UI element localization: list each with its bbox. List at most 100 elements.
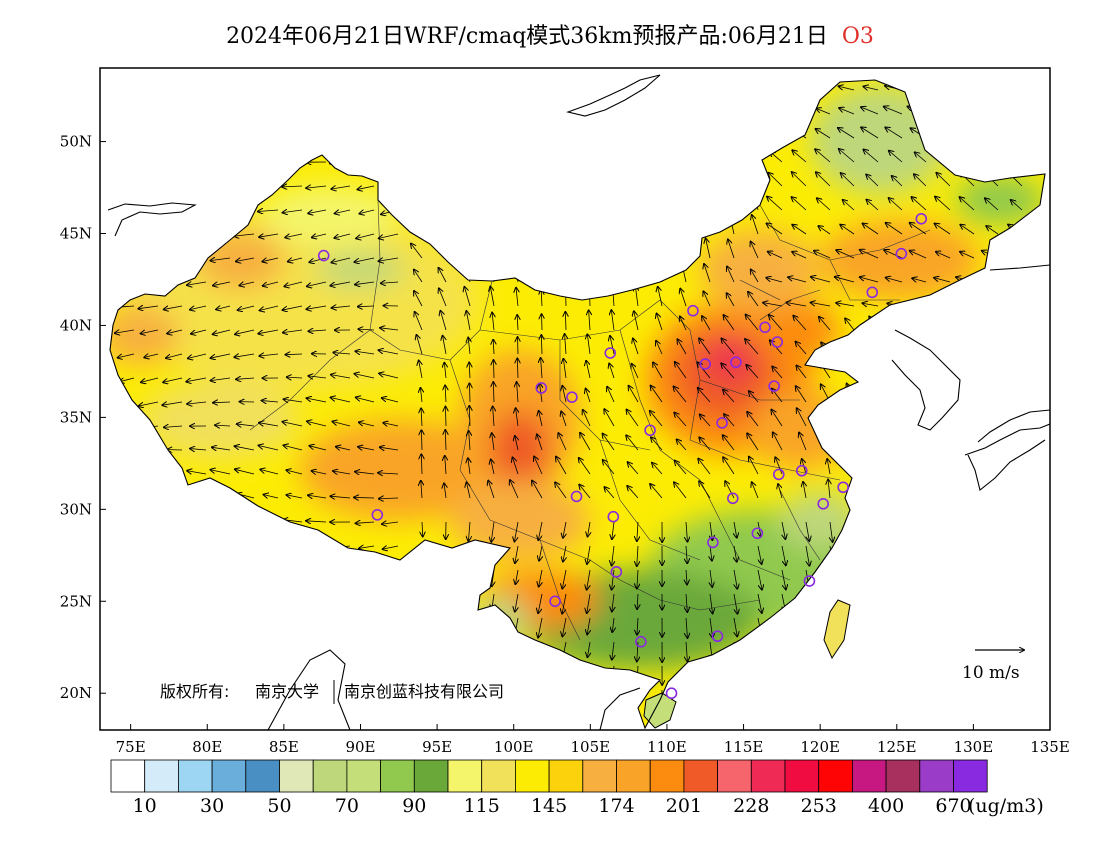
- wind-vector: [876, 433, 878, 451]
- wind-vector: [358, 329, 375, 330]
- wind-vector: [117, 158, 135, 163]
- wind-vector: [118, 497, 135, 498]
- wind-vector: [211, 470, 231, 475]
- wind-vector: [936, 173, 951, 187]
- wind-vector: [215, 543, 231, 546]
- wind-vector: [419, 361, 422, 379]
- wind-vector: [436, 125, 447, 139]
- wind-vector: [708, 216, 710, 235]
- wind-vector: [877, 478, 878, 499]
- wind-vector: [141, 377, 159, 382]
- wind-vector: [563, 665, 566, 682]
- wind-vector: [901, 665, 902, 683]
- lon-tick-label: 110E: [647, 738, 687, 756]
- wind-vector: [995, 713, 998, 728]
- wind-vector: [971, 689, 974, 707]
- wind-vector: [925, 455, 926, 475]
- wind-vector: [924, 521, 926, 537]
- wind-vector: [925, 481, 926, 499]
- wind-vector: [781, 689, 786, 709]
- wind-vector: [187, 133, 207, 139]
- wind-vector: [1007, 86, 1023, 90]
- wind-vector: [685, 218, 686, 235]
- wind-vector: [986, 226, 999, 235]
- wind-vector: [627, 410, 639, 427]
- wind-vector: [237, 424, 255, 426]
- wind-vector: [308, 210, 327, 213]
- station-marker-shijiazhuang: [730, 356, 742, 369]
- wind-vector: [311, 111, 327, 114]
- wind-vector: [613, 266, 614, 283]
- wind-vector: [332, 306, 351, 308]
- wind-vector: [886, 223, 903, 235]
- wind-vector: [213, 209, 231, 210]
- wind-vector: [983, 149, 999, 163]
- colorbar-label: 70: [335, 795, 359, 817]
- wind-vector: [379, 258, 399, 261]
- wind-vector: [538, 238, 543, 259]
- wind-vector: [515, 665, 518, 683]
- wind-vector: [359, 422, 375, 427]
- wind-vector: [115, 519, 135, 522]
- wind-vector: [564, 239, 566, 259]
- wind-vector: [562, 689, 567, 709]
- wind-vector: [308, 86, 327, 91]
- wind-vector: [335, 112, 351, 114]
- wind-vector: [932, 107, 951, 115]
- wind-vector: [787, 85, 807, 91]
- station-marker-xian: [644, 424, 656, 437]
- wind-vector: [578, 80, 591, 91]
- colorbar-swatch: [717, 759, 752, 793]
- wind-vector: [210, 593, 231, 594]
- wind-vector: [335, 210, 351, 213]
- wind-vector: [469, 713, 470, 728]
- wind-vector: [752, 482, 759, 499]
- wind-vector: [283, 570, 303, 571]
- wind-vector: [284, 445, 303, 451]
- wind-vector: [162, 282, 183, 284]
- wind-vector: [710, 545, 712, 561]
- wind-vector: [945, 311, 951, 331]
- wind-vector: [287, 377, 303, 378]
- station-marker-hefei: [772, 468, 785, 481]
- wind-vector: [794, 130, 807, 139]
- wind-vector: [611, 310, 614, 331]
- wind-vector: [384, 186, 399, 189]
- wind-vector: [757, 569, 762, 590]
- wind-vector: [414, 270, 423, 283]
- wind-vector: [467, 482, 470, 499]
- wind-vector: [142, 135, 159, 138]
- wind-vector: [144, 354, 159, 357]
- wind-vector: [114, 425, 135, 430]
- wind-vector: [286, 470, 303, 475]
- wind-vector: [674, 413, 687, 427]
- wind-vector: [860, 277, 879, 283]
- wind-vector: [914, 174, 927, 187]
- lat-tick-label: 35N: [60, 408, 92, 426]
- wind-vector: [659, 262, 662, 283]
- wind-vector: [677, 439, 687, 451]
- wind-vector: [236, 378, 255, 379]
- wind-vector: [652, 463, 663, 475]
- wind-vector: [141, 450, 159, 451]
- wind-vector: [866, 200, 879, 211]
- wind-vector: [187, 157, 207, 163]
- wind-vector: [356, 233, 375, 238]
- wind-vector: [116, 113, 135, 114]
- wind-vector: [481, 147, 495, 163]
- wind-vector: [262, 258, 279, 262]
- wind-vector: [803, 482, 806, 499]
- wind-vector: [116, 401, 135, 406]
- wind-vector: [239, 642, 255, 645]
- wind-vector: [747, 433, 759, 451]
- wind-vector: [210, 258, 231, 261]
- wind-vector: [683, 98, 686, 115]
- wind-vector: [192, 666, 207, 669]
- wind-vector: [700, 415, 711, 427]
- wind-vector: [565, 334, 566, 355]
- wind-vector: [650, 484, 663, 499]
- wind-vector: [634, 311, 639, 331]
- wind-vector: [334, 87, 351, 90]
- wind-vector: [167, 111, 183, 114]
